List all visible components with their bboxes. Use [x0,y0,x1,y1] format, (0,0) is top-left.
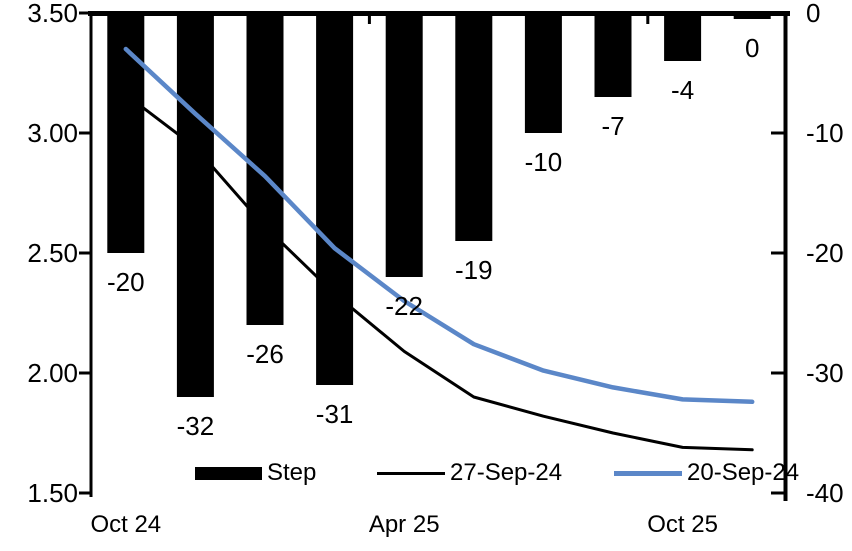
right-axis-line [783,13,788,501]
top-axis-line [88,11,790,16]
right-axis-tick-1 [771,131,786,135]
bar-step-5 [455,13,493,241]
bar-data-label-1: -32 [176,411,215,441]
left-axis-line [89,13,93,497]
legend-item-20-sep-24: 20-Sep-24 [614,459,799,487]
x-axis-label-apr-25: Apr 25 [368,511,440,538]
line-series-27-sep-24 [124,93,754,452]
legend-swatch-step [195,466,262,480]
bar-step-6 [524,13,562,133]
left-axis-tick-1 [79,131,91,135]
legend-label-27-sep-24: 27-Sep-24 [450,459,563,486]
legend-label-20-sep-24: 20-Sep-24 [687,459,800,486]
left-axis-tick-0 [79,11,91,15]
left-axis-label-3.50: 3.50 [27,0,78,28]
bar-data-label-0: -20 [107,267,145,297]
right-axis-tick-4 [771,491,786,495]
x-axis-boundary-tick-1 [646,13,650,24]
legend-label-step: Step [267,459,317,486]
left-axis-label-2.00: 2.00 [27,358,78,388]
x-axis-label-oct-24: Oct 24 [90,511,162,538]
bar-step-1 [176,13,214,397]
x-axis-boundary-tick-0 [367,13,371,24]
legend-swatch-27-sep-24 [377,471,445,475]
bar-step-4 [385,13,423,277]
bar-data-label-9: 0 [744,33,760,63]
right-axis-label--20: -20 [806,238,844,268]
bar-step-2 [246,13,284,325]
right-axis-tick-0 [771,11,786,15]
bar-step-3 [316,13,354,385]
bar-data-label-4: -22 [385,291,423,321]
bar-data-label-6: -10 [524,147,563,177]
bar-data-label-8: -4 [671,75,695,105]
bar-step-8 [664,13,702,61]
right-axis-label--10: -10 [806,118,844,148]
x-axis-label-oct-25: Oct 25 [647,511,718,538]
left-axis-tick-3 [79,371,91,375]
right-axis-label--40: -40 [806,478,844,508]
right-axis-tick-3 [771,371,786,375]
right-axis-tick-2 [771,251,786,255]
left-axis-tick-4 [79,491,91,495]
bar-step-0 [107,13,145,253]
right-axis-label-0: 0 [806,0,821,28]
left-axis-label-3.00: 3.00 [27,118,78,148]
bar-step-7 [594,13,632,97]
bar-data-label-2: -26 [246,339,284,369]
left-axis-label-2.50: 2.50 [27,238,78,268]
line-series-20-sep-24 [123,46,755,405]
legend-item-step: Step [195,459,316,487]
bar-data-label-5: -19 [455,255,493,285]
legend-swatch-20-sep-24 [614,470,682,476]
left-axis-tick-2 [79,251,91,255]
legend-item-27-sep-24: 27-Sep-24 [377,459,562,487]
right-axis-label--30: -30 [806,358,844,388]
bar-data-label-7: -7 [601,111,625,141]
left-axis-label-1.50: 1.50 [27,478,78,508]
bar-data-label-3: -31 [315,399,354,429]
